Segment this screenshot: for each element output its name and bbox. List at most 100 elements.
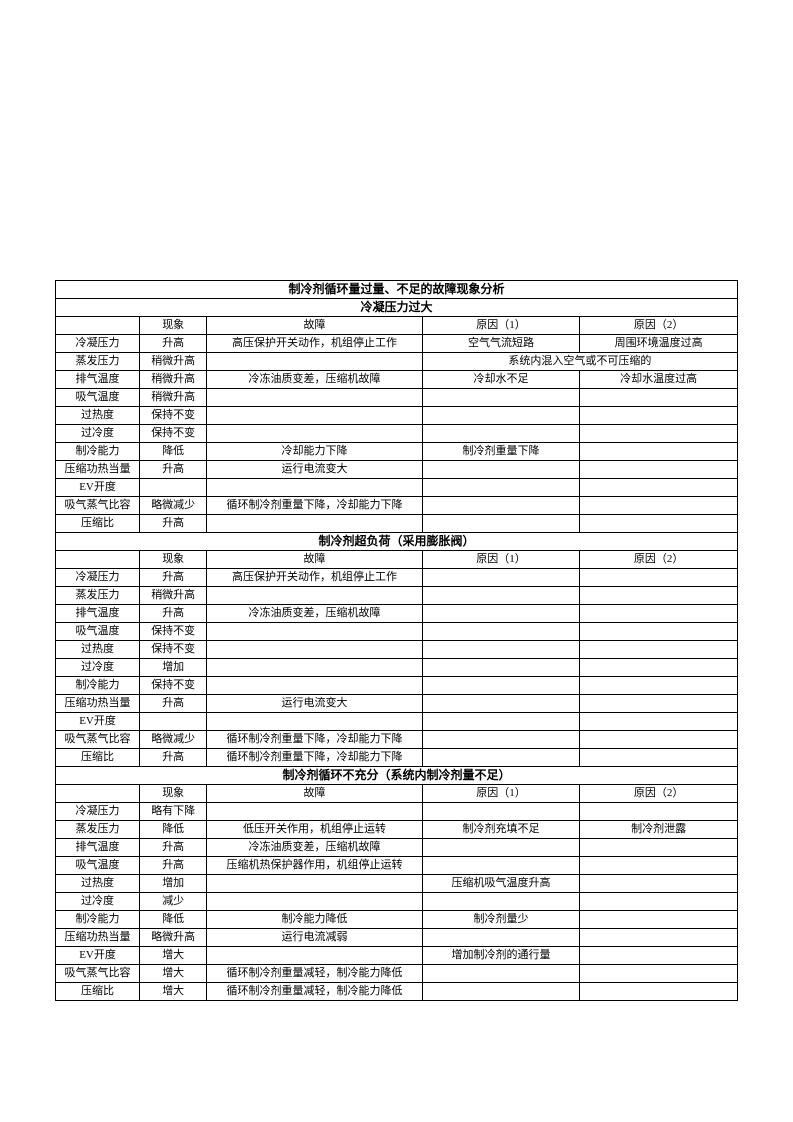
table-row: 现象故障原因（1）原因（2） [56,317,738,335]
data-cell: 制冷剂充填不足 [422,821,580,839]
column-header: 现象 [140,785,207,803]
data-cell [580,515,738,533]
column-header: 现象 [140,317,207,335]
row-label: 排气温度 [56,371,140,389]
table-row: 制冷剂循环量过量、不足的故障现象分析 [56,281,738,299]
data-cell [422,641,580,659]
column-header: 原因（2） [580,785,738,803]
row-label: 吸气温度 [56,857,140,875]
data-cell [422,515,580,533]
data-cell [422,731,580,749]
data-cell [207,659,422,677]
column-header: 原因（1） [422,785,580,803]
column-header [56,785,140,803]
data-cell: 周围环境温度过高 [580,335,738,353]
data-cell [422,857,580,875]
data-cell: 循环制冷剂重量下降，冷却能力下降 [207,731,422,749]
table-row: 排气温度升高冷冻油质变差，压缩机故障 [56,605,738,623]
table-row: 过冷度减少 [56,893,738,911]
data-cell [422,803,580,821]
data-cell [580,857,738,875]
data-cell: 冷冻油质变差，压缩机故障 [207,839,422,857]
data-cell: 循环制冷剂重量减轻，制冷能力降低 [207,983,422,1001]
data-cell [422,929,580,947]
row-label: 压缩比 [56,749,140,767]
data-cell: 空气气流短路 [422,335,580,353]
data-cell [580,749,738,767]
data-cell [207,479,422,497]
column-header: 故障 [207,785,422,803]
table-row: 蒸发压力稍微升高 [56,587,738,605]
data-cell: 升高 [140,749,207,767]
data-cell [422,569,580,587]
data-cell [140,479,207,497]
data-cell [140,713,207,731]
column-header: 现象 [140,551,207,569]
table-row: 压缩比升高循环制冷剂重量下降，冷却能力下降 [56,749,738,767]
data-cell: 增加 [140,659,207,677]
table-row: 过冷度增加 [56,659,738,677]
data-cell: 降低 [140,821,207,839]
data-cell [422,839,580,857]
data-cell [580,947,738,965]
row-label: 制冷能力 [56,443,140,461]
row-label: 吸气温度 [56,389,140,407]
data-cell: 增加 [140,875,207,893]
data-cell: 略微减少 [140,731,207,749]
row-label: 冷凝压力 [56,335,140,353]
data-cell [580,479,738,497]
data-cell: 压缩机吸气温度升高 [422,875,580,893]
data-cell [580,713,738,731]
row-label: 吸气蒸气比容 [56,731,140,749]
data-cell: 压缩机热保护器作用，机组停止运转 [207,857,422,875]
data-cell: 略微减少 [140,497,207,515]
table-row: 排气温度稍微升高冷冻油质变差，压缩机故障冷却水不足冷却水温度过高 [56,371,738,389]
data-cell [422,605,580,623]
data-cell [580,677,738,695]
row-label: 排气温度 [56,605,140,623]
data-cell [580,965,738,983]
data-cell: 略微升高 [140,929,207,947]
table-row: 制冷剂超负荷（采用膨胀阀） [56,533,738,551]
data-cell: 高压保护开关动作，机组停止工作 [207,569,422,587]
row-label: 吸气蒸气比容 [56,965,140,983]
table-row: 蒸发压力稍微升高系统内混入空气或不可压缩的 [56,353,738,371]
data-cell [207,353,422,371]
data-cell: 循环制冷剂重量下降，冷却能力下降 [207,497,422,515]
row-label: 吸气蒸气比容 [56,497,140,515]
data-cell [580,803,738,821]
row-label: 压缩功热当量 [56,461,140,479]
column-header [56,317,140,335]
table-row: 过热度保持不变 [56,407,738,425]
data-cell: 降低 [140,911,207,929]
table-row: 冷凝压力升高高压保护开关动作，机组停止工作 [56,569,738,587]
data-cell: 制冷剂重量下降 [422,443,580,461]
row-label: 过冷度 [56,425,140,443]
column-header [56,551,140,569]
data-cell [422,695,580,713]
column-header: 故障 [207,551,422,569]
data-cell [207,947,422,965]
data-cell [580,875,738,893]
data-cell: 升高 [140,461,207,479]
data-cell [580,623,738,641]
row-label: 过冷度 [56,893,140,911]
table-row: EV开度 [56,479,738,497]
data-cell [422,407,580,425]
table-row: EV开度增大增加制冷剂的通行量 [56,947,738,965]
data-cell [580,443,738,461]
data-cell: 稍微升高 [140,389,207,407]
row-label: 蒸发压力 [56,821,140,839]
row-label: 排气温度 [56,839,140,857]
data-cell: 冷冻油质变差，压缩机故障 [207,371,422,389]
table-row: 吸气蒸气比容略微减少循环制冷剂重量下降，冷却能力下降 [56,731,738,749]
data-cell [207,623,422,641]
data-cell [580,497,738,515]
data-cell [422,425,580,443]
data-cell [580,407,738,425]
table-row: 冷凝压力升高高压保护开关动作，机组停止工作空气气流短路周围环境温度过高 [56,335,738,353]
data-cell: 升高 [140,857,207,875]
table-row: 蒸发压力降低低压开关作用，机组停止运转制冷剂充填不足制冷剂泄露 [56,821,738,839]
row-label: 过冷度 [56,659,140,677]
document-page: 制冷剂循环量过量、不足的故障现象分析冷凝压力过大现象故障原因（1）原因（2）冷凝… [0,0,793,1001]
